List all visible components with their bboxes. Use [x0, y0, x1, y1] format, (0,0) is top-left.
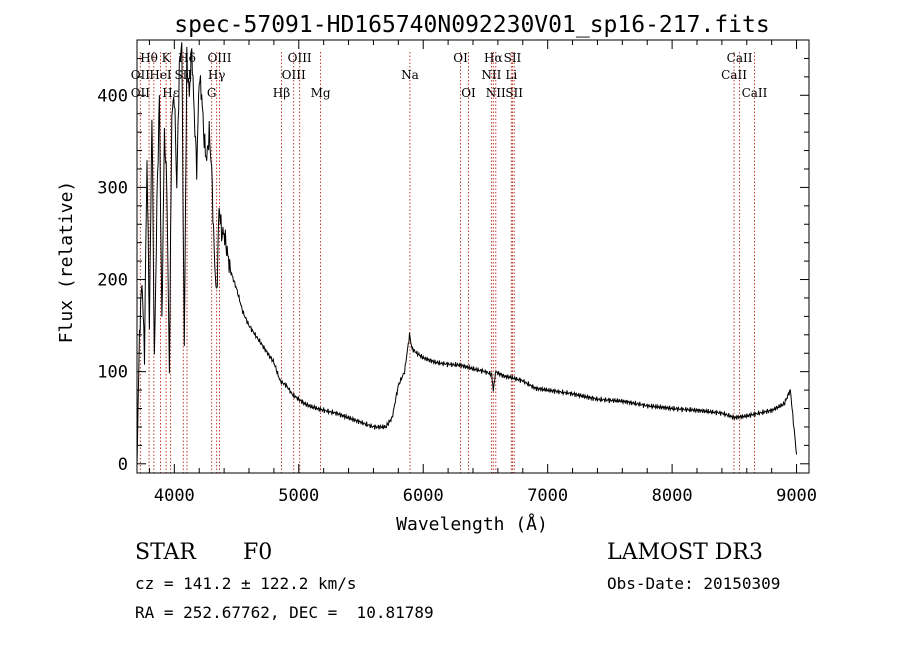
- line-label: OIII: [282, 68, 306, 82]
- x-tick-label: 7000: [527, 486, 568, 506]
- axis-ticks: 4000 5000 6000 7000 8000 9000 0 100 200 300 400: [97, 40, 817, 506]
- spectral-line-markers: [139, 52, 755, 473]
- x-tick-label: 8000: [652, 486, 693, 506]
- line-label: NII: [486, 86, 506, 100]
- x-tick-label: 4000: [154, 486, 195, 506]
- line-label: Hε: [162, 86, 179, 100]
- observation-date: Obs-Date: 20150309: [607, 574, 781, 593]
- plot-frame: [136, 39, 810, 474]
- line-label: Hθ: [140, 51, 158, 65]
- velocity-readout: cz = 141.2 ± 122.2 km/s: [135, 574, 357, 593]
- y-tick-label: 200: [97, 271, 128, 291]
- line-label: Li: [505, 68, 517, 82]
- line-label: OI: [461, 86, 476, 100]
- line-label: Hγ: [208, 68, 226, 82]
- x-tick-label: 6000: [403, 486, 444, 506]
- spectral-subclass: F0: [243, 540, 273, 565]
- line-label: K: [162, 51, 172, 65]
- x-tick-label: 5000: [278, 486, 319, 506]
- y-tick-label: 400: [97, 86, 128, 106]
- survey-name: LAMOST DR3: [607, 540, 763, 565]
- y-tick-label: 100: [97, 363, 128, 383]
- line-label: SII: [504, 51, 522, 65]
- spectrum-line: [136, 42, 798, 466]
- line-label: OII: [131, 68, 151, 82]
- line-label: OI: [453, 51, 468, 65]
- line-label: Hα: [484, 51, 503, 65]
- y-tick-label: 0: [118, 455, 128, 475]
- line-label: SII: [174, 68, 192, 82]
- line-label: CaII: [727, 51, 753, 65]
- line-label: OIII: [288, 51, 312, 65]
- line-label: SII: [505, 86, 523, 100]
- line-label: Hβ: [273, 86, 290, 100]
- line-label: Mg: [311, 86, 331, 100]
- chart-title: spec-57091-HD165740N092230V01_sp16-217.f…: [174, 12, 769, 38]
- spectrum-series: [136, 42, 798, 466]
- line-label: Na: [401, 68, 419, 82]
- y-tick-label: 300: [97, 178, 128, 198]
- x-axis-label: Wavelength (Å): [396, 513, 548, 535]
- line-label: OII: [131, 86, 151, 100]
- line-label: NII: [481, 68, 501, 82]
- y-axis-label: Flux (relative): [56, 181, 77, 344]
- object-type: STAR: [135, 540, 196, 565]
- line-label: CaII: [742, 86, 768, 100]
- coordinates-readout: RA = 252.67762, DEC = 10.81789: [135, 603, 434, 622]
- line-label: G: [207, 86, 217, 100]
- x-tick-label: 9000: [776, 486, 817, 506]
- line-label: OIII: [207, 51, 231, 65]
- line-label: CaII: [721, 68, 747, 82]
- line-label: HeI: [149, 68, 172, 82]
